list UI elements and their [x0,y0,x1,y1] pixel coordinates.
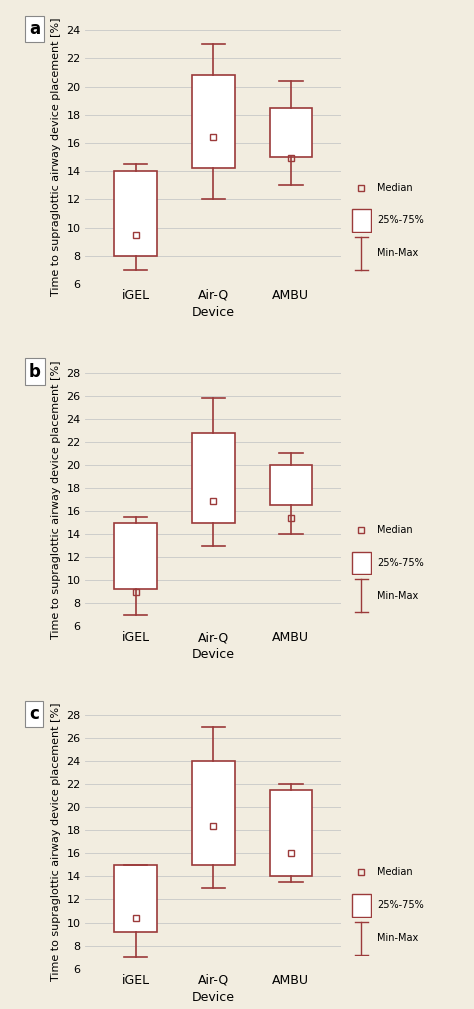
Text: 25%-75%: 25%-75% [377,558,424,568]
Text: Min-Max: Min-Max [377,591,418,600]
Text: c: c [29,705,39,722]
Bar [270,465,312,506]
Text: Min-Max: Min-Max [377,248,418,258]
X-axis label: Device: Device [192,649,235,661]
Y-axis label: Time to supraglottic airway device placement [%]: Time to supraglottic airway device place… [51,18,61,297]
Bar [192,76,235,169]
Bar [114,523,157,589]
Bar [114,172,157,255]
Bar [114,865,157,931]
Text: Median: Median [377,525,412,535]
X-axis label: Device: Device [192,306,235,319]
Text: a: a [29,20,40,38]
Text: Median: Median [377,868,412,877]
Text: b: b [29,362,41,380]
Bar [270,790,312,877]
Bar [192,433,235,523]
Text: Median: Median [377,183,412,193]
Y-axis label: Time to supraglottic airway device placement [%]: Time to supraglottic airway device place… [51,360,61,639]
Bar [270,108,312,157]
Bar [192,761,235,865]
Text: Min-Max: Min-Max [377,933,418,943]
Text: 25%-75%: 25%-75% [377,900,424,910]
X-axis label: Device: Device [192,991,235,1004]
Y-axis label: Time to supraglottic airway device placement [%]: Time to supraglottic airway device place… [51,702,61,981]
Text: 25%-75%: 25%-75% [377,216,424,225]
